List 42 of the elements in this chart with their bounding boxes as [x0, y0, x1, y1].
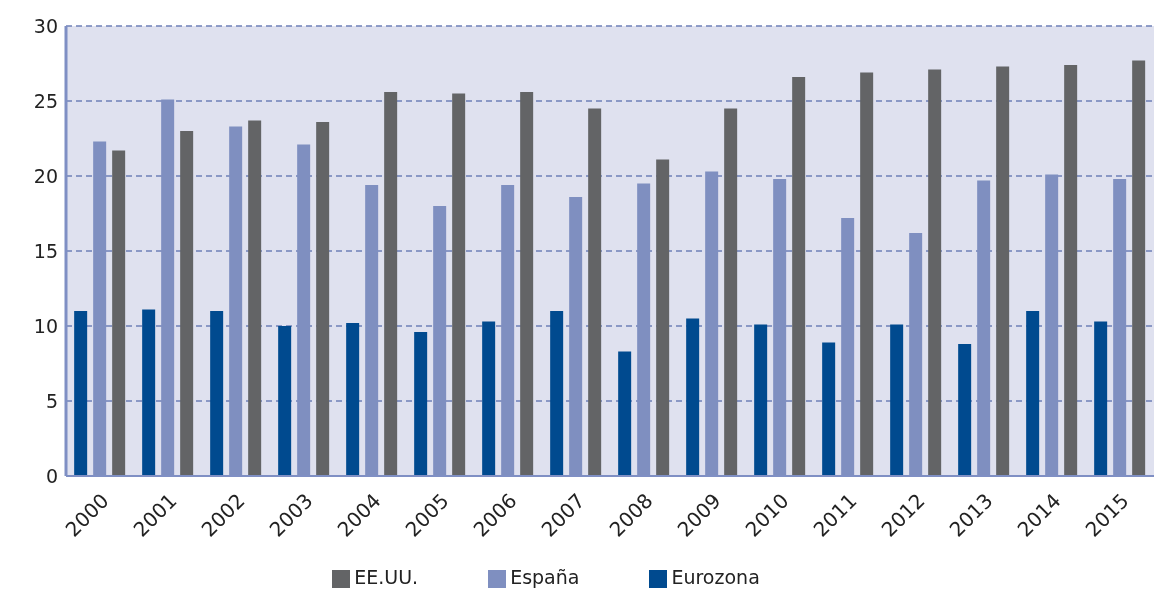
bar	[618, 351, 632, 476]
bar	[754, 324, 768, 476]
bar	[724, 108, 738, 476]
bar	[588, 108, 602, 476]
y-tick-label: 25	[33, 89, 58, 112]
bar	[248, 120, 262, 476]
y-tick-label: 20	[33, 164, 58, 187]
bar	[792, 77, 806, 476]
bar	[452, 93, 466, 476]
y-tick-label: 15	[33, 239, 58, 262]
bar	[180, 131, 194, 476]
legend-label: EE.UU.	[354, 566, 419, 588]
bar	[1132, 60, 1146, 476]
y-tick-label: 0	[45, 464, 58, 487]
bar	[928, 69, 942, 476]
bar	[686, 318, 700, 476]
bar	[520, 92, 534, 476]
bar	[996, 66, 1010, 476]
bar	[550, 311, 564, 476]
bar	[316, 122, 330, 476]
bar	[278, 326, 292, 476]
bar	[210, 311, 224, 476]
bar	[142, 309, 156, 476]
y-tick-label: 10	[33, 314, 58, 337]
bar	[890, 324, 904, 476]
legend-label: Eurozona	[671, 566, 760, 588]
legend-label: España	[510, 566, 580, 588]
bar	[656, 159, 670, 476]
bar	[958, 344, 972, 476]
bar	[1094, 321, 1108, 476]
bar	[346, 323, 360, 476]
bar	[384, 92, 398, 476]
y-tick-label: 5	[45, 389, 58, 412]
y-tick-label: 30	[33, 14, 58, 37]
bar	[414, 332, 428, 476]
bar	[112, 150, 126, 476]
bar	[482, 321, 496, 476]
bar	[1064, 65, 1078, 476]
bar	[822, 342, 836, 476]
bar	[74, 311, 88, 476]
bar	[860, 72, 874, 476]
bar	[1026, 311, 1040, 476]
